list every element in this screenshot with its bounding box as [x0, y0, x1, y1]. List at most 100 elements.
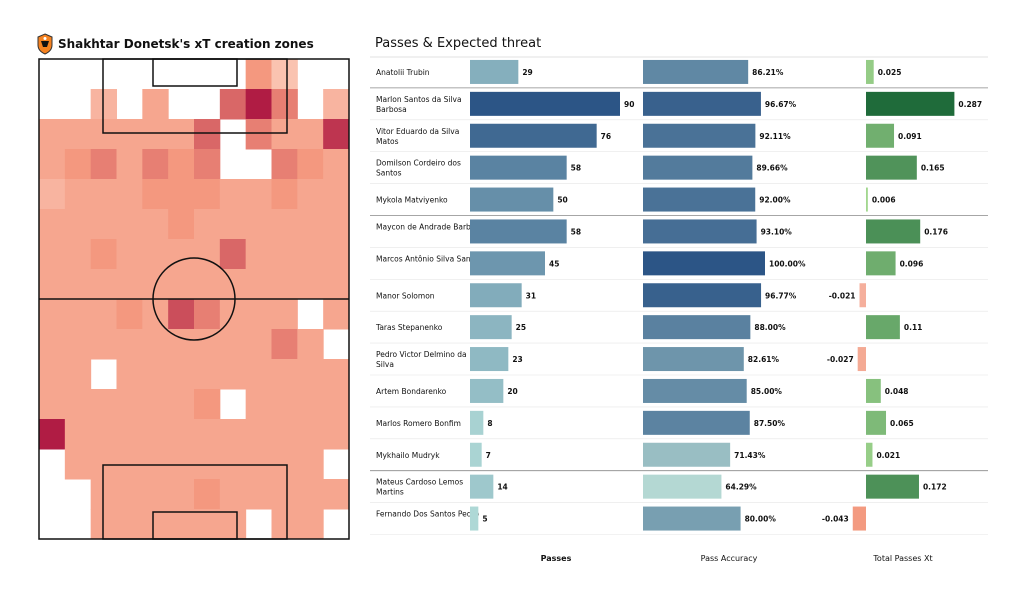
total-passes-xt-bar [859, 283, 866, 308]
heatmap-cell [297, 329, 324, 360]
pass-accuracy-bar [643, 251, 765, 276]
total-passes-xt-bar [866, 187, 868, 212]
total-passes-xt-bar [866, 59, 874, 84]
heatmap-cell [39, 119, 66, 150]
heatmap-cell [90, 149, 117, 180]
passes-bar [470, 347, 509, 372]
heatmap-cell [219, 479, 247, 510]
heatmap-cell [297, 419, 324, 450]
heatmap-cell [142, 389, 169, 420]
heatmap-cell [142, 149, 169, 180]
heatmap-cell [90, 389, 117, 420]
heatmap-cell [271, 59, 298, 90]
pass-accuracy-value-label: 82.61% [748, 355, 780, 364]
heatmap-cell [271, 119, 298, 150]
pass-accuracy-value-label: 86.21% [752, 68, 784, 77]
pass-accuracy-value-label: 71.43% [734, 451, 766, 460]
heatmap-cell [116, 269, 143, 300]
total-passes-xt-value-label: 0.025 [878, 68, 902, 77]
xt-heatmap-pitch [38, 58, 350, 540]
heatmap-cell [219, 239, 247, 270]
pass-accuracy-bar [643, 59, 749, 84]
total-passes-xt-bar [866, 315, 900, 340]
heatmap-cell [39, 149, 66, 180]
passes-bar [470, 123, 597, 148]
heatmap-cell [297, 269, 324, 300]
pass-accuracy-bar [643, 347, 744, 372]
bottom-six-yard-box [152, 511, 238, 540]
passes-bar [470, 474, 494, 499]
heatmap-cell [116, 179, 143, 210]
player-name: Mykhailo Mudryk [376, 451, 440, 460]
pass-accuracy-bar [643, 474, 722, 499]
heatmap-cell [116, 119, 143, 150]
heatmap-cell [142, 239, 169, 270]
heatmap-cell [271, 479, 298, 510]
heatmap-cell [297, 389, 324, 420]
heatmap-cell [245, 119, 272, 150]
player-name: Pedro Victor Delmino da Silva [376, 350, 467, 369]
heatmap-cell [194, 119, 221, 150]
total-passes-xt-value-label: 0.172 [923, 483, 947, 492]
centre-circle [152, 257, 236, 341]
heatmap-cell [245, 179, 272, 210]
player-name: Manor Solomon [376, 291, 435, 300]
heatmap-cell [323, 479, 350, 510]
player-name: Vitor Eduardo da Silva Matos [376, 127, 459, 146]
heatmap-cell [39, 389, 66, 420]
total-passes-xt-bar [866, 91, 955, 116]
heatmap-cell [39, 209, 66, 240]
heatmap-cell [90, 479, 117, 510]
heatmap-cell [64, 269, 92, 300]
total-passes-xt-value-label: 0.165 [921, 164, 945, 173]
heatmap-cell [271, 149, 298, 180]
heatmap-cell [219, 209, 247, 240]
heatmap-cell [219, 359, 247, 390]
passes-value-label: 58 [571, 227, 581, 236]
passes-value-label: 58 [571, 164, 581, 173]
table-title: Passes & Expected threat [375, 36, 542, 51]
heatmap-cell [245, 479, 272, 510]
heatmap-cell [168, 149, 195, 180]
passes-bar [470, 315, 512, 340]
total-passes-xt-bar [866, 251, 896, 276]
passes-bar [470, 378, 504, 403]
heatmap-cell [194, 479, 221, 510]
heatmap-cell [39, 179, 66, 210]
heatmap-cell [168, 209, 195, 240]
pass-accuracy-value-label: 85.00% [751, 387, 783, 396]
heatmap-cell [194, 359, 221, 390]
pass-accuracy-value-label: 80.00% [745, 515, 777, 524]
heatmap-cell [39, 329, 66, 360]
heatmap-cell [116, 509, 143, 540]
heatmap-cell [168, 359, 195, 390]
column-header-total-passes-xt: Total Passes Xt [872, 554, 932, 563]
pass-accuracy-bar [643, 378, 747, 403]
heatmap-cell [142, 509, 169, 540]
heatmap-cell [90, 179, 117, 210]
heatmap-cell [64, 419, 92, 450]
pass-accuracy-bar [643, 315, 751, 340]
total-passes-xt-bar [866, 378, 881, 403]
heatmap-cell [323, 419, 350, 450]
total-passes-xt-value-label: -0.021 [829, 291, 856, 300]
player-name: Marlos Romero Bonfim [376, 419, 461, 428]
heatmap-cell [90, 419, 117, 450]
passes-value-label: 5 [482, 515, 487, 524]
heatmap-cell [297, 239, 324, 270]
heatmap-cell [323, 179, 350, 210]
passes-value-label: 50 [557, 196, 567, 205]
player-name: Maycon de Andrade Barberan [376, 222, 488, 231]
heatmap-cell [271, 419, 298, 450]
total-passes-xt-value-label: -0.027 [827, 355, 854, 364]
passes-value-label: 14 [497, 483, 507, 492]
pass-accuracy-bar [643, 410, 750, 435]
heatmap-cell [194, 299, 221, 330]
club-logo-icon [37, 33, 53, 55]
pitch-title: Shakhtar Donetsk's xT creation zones [58, 37, 314, 51]
heatmap-cell [297, 149, 324, 180]
heatmap-cell [271, 209, 298, 240]
total-passes-xt-value-label: 0.021 [876, 451, 900, 460]
heatmap-cell [245, 359, 272, 390]
